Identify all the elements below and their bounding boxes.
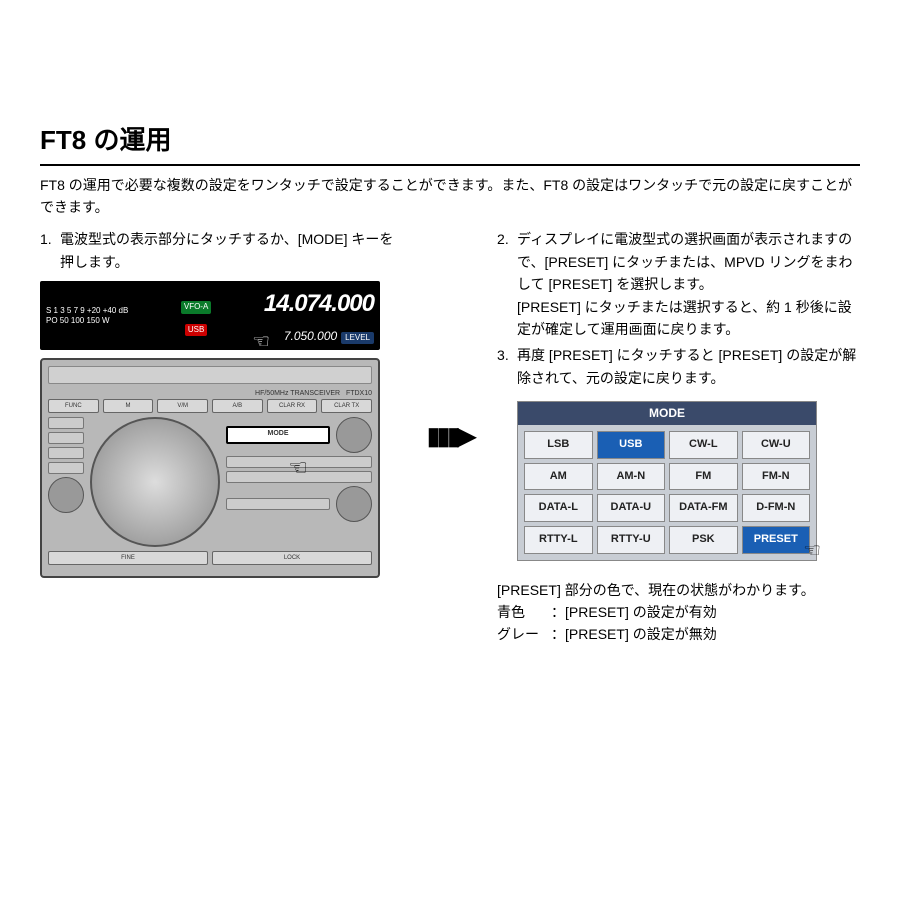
mode-cell-fm-n[interactable]: FM-N <box>742 463 811 491</box>
side-button[interactable] <box>48 432 84 444</box>
af-knob[interactable] <box>48 477 84 513</box>
lock-button[interactable]: LOCK <box>212 551 372 565</box>
mode-cell-data-fm[interactable]: DATA-FM <box>669 494 738 522</box>
mode-cell-rtty-u[interactable]: RTTY-U <box>597 526 666 554</box>
fine-button[interactable]: FINE <box>48 551 208 565</box>
mode-cell-preset[interactable]: PRESET <box>742 526 811 554</box>
small-button[interactable] <box>226 498 330 510</box>
mode-cell-d-fm-n[interactable]: D-FM-N <box>742 494 811 522</box>
panel-main: MODE <box>48 417 372 547</box>
gray-note: グレー ：[PRESET] の設定が無効 <box>497 623 860 645</box>
clar-rx-button[interactable]: CLAR RX <box>267 399 318 413</box>
vfo-badge: VFO-A <box>181 301 211 314</box>
radio-lcd-display: S 1 3 5 7 9 +20 +40 dB PO 50 100 150 W V… <box>40 281 380 350</box>
mode-cell-am[interactable]: AM <box>524 463 593 491</box>
step-1: 1. 電波型式の表示部分にタッチするか、[MODE] キーを押します。 <box>40 228 403 273</box>
po-meter-scale: PO 50 100 150 W <box>46 316 128 326</box>
gray-label: グレー <box>497 623 551 645</box>
pointing-hand-icon: ☜ <box>288 450 308 485</box>
sub-frequency: 7.050.000 <box>284 329 337 343</box>
step-3: 3. 再度 [PRESET] にタッチすると [PRESET] の設定が解除され… <box>497 344 860 389</box>
mode-selection-panel: MODE LSBUSBCW-LCW-UAMAM-NFMFM-NDATA-LDAT… <box>517 401 817 561</box>
two-columns: 1. 電波型式の表示部分にタッチするか、[MODE] キーを押します。 S 1 … <box>40 228 860 645</box>
step-3-text: 再度 [PRESET] にタッチすると [PRESET] の設定が解除されて、元… <box>517 344 860 389</box>
mode-badge[interactable]: USB <box>185 324 207 337</box>
blue-note: 青色 ：[PRESET] の設定が有効 <box>497 601 860 623</box>
step-2-text: ディスプレイに電波型式の選択画面が表示されますので、[PRESET] にタッチま… <box>517 228 860 340</box>
mode-cell-am-n[interactable]: AM-N <box>597 463 666 491</box>
right-column: 2. ディスプレイに電波型式の選択画面が表示されますので、[PRESET] にタ… <box>497 228 860 645</box>
side-button[interactable] <box>48 417 84 429</box>
func-button[interactable]: FUNC <box>48 399 99 413</box>
mode-cell-rtty-l[interactable]: RTTY-L <box>524 526 593 554</box>
button-row: FUNC M V/M A/B CLAR RX CLAR TX <box>48 399 372 413</box>
mode-cell-fm[interactable]: FM <box>669 463 738 491</box>
mode-cell-usb[interactable]: USB <box>597 431 666 459</box>
pointing-hand-icon: ☜ <box>803 535 821 567</box>
left-column: 1. 電波型式の表示部分にタッチするか、[MODE] キーを押します。 S 1 … <box>40 228 403 645</box>
side-button[interactable] <box>48 447 84 459</box>
mode-grid: LSBUSBCW-LCW-U AMAM-NFMFM-N DATA-LDATA-UDA… <box>518 425 816 559</box>
pointing-hand-icon: ☜ <box>252 326 270 358</box>
mode-cell-psk[interactable]: PSK <box>669 526 738 554</box>
panel-top-strip <box>48 366 372 384</box>
m-button[interactable]: M <box>103 399 154 413</box>
mode-cell-cw-u[interactable]: CW-U <box>742 431 811 459</box>
meter-area: S 1 3 5 7 9 +20 +40 dB PO 50 100 150 W <box>46 306 128 325</box>
mode-panel-header: MODE <box>518 402 816 425</box>
mode-cell-cw-l[interactable]: CW-L <box>669 431 738 459</box>
step-1-number: 1. <box>40 228 60 273</box>
mode-cell-lsb[interactable]: LSB <box>524 431 593 459</box>
main-frequency: 14.074.000 <box>264 285 374 323</box>
model-label: FTDX10 <box>346 390 372 397</box>
frequency-area: 14.074.000 7.050.000 LEVEL <box>264 285 374 346</box>
radio-front-panel: HF/50MHz TRANSCEIVER FTDX10 FUNC M V/M A… <box>40 358 380 578</box>
intro-text: FT8 の運用で必要な複数の設定をワンタッチで設定することができます。また、FT… <box>40 174 860 219</box>
step-1-text: 電波型式の表示部分にタッチするか、[MODE] キーを押します。 <box>60 228 403 273</box>
notch-knob[interactable] <box>336 486 372 522</box>
blue-text: ：[PRESET] の設定が有効 <box>551 601 717 623</box>
gray-text: ：[PRESET] の設定が無効 <box>551 623 717 645</box>
side-button[interactable] <box>48 462 84 474</box>
step-2: 2. ディスプレイに電波型式の選択画面が表示されますので、[PRESET] にタ… <box>497 228 860 340</box>
step-2-number: 2. <box>497 228 517 340</box>
ab-button[interactable]: A/B <box>212 399 263 413</box>
arrow-icon: ▮▮▮▶ <box>427 418 473 456</box>
blue-label: 青色 <box>497 601 551 623</box>
shift-knob[interactable] <box>336 417 372 453</box>
preset-color-note: [PRESET] 部分の色で、現在の状態がわかります。 <box>497 579 860 601</box>
step-3-number: 3. <box>497 344 517 389</box>
s-meter-scale: S 1 3 5 7 9 +20 +40 dB <box>46 306 128 316</box>
level-badge: LEVEL <box>341 332 374 345</box>
vm-button[interactable]: V/M <box>157 399 208 413</box>
clar-tx-button[interactable]: CLAR TX <box>321 399 372 413</box>
main-tuning-dial[interactable] <box>90 417 220 547</box>
page-title: FT8 の運用 <box>40 120 860 166</box>
brand-label: HF/50MHz TRANSCEIVER <box>255 390 340 397</box>
mode-cell-data-u[interactable]: DATA-U <box>597 494 666 522</box>
mode-cell-data-l[interactable]: DATA-L <box>524 494 593 522</box>
mode-button[interactable]: MODE <box>226 426 330 444</box>
